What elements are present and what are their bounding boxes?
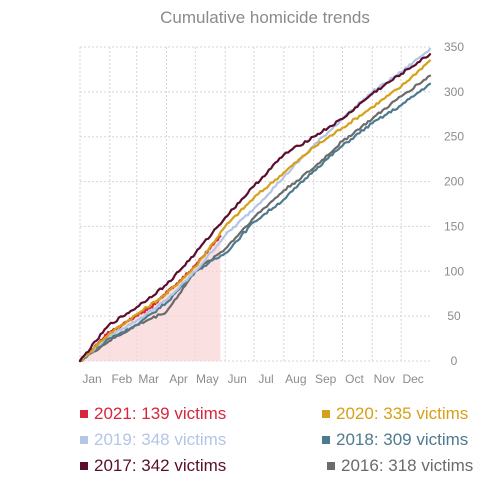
x-tick-label-jan: Jan — [82, 372, 101, 386]
x-tick-label-jul: Jul — [258, 372, 273, 386]
series-line-2019 — [78, 47, 432, 363]
y-tick-label-100: 100 — [444, 264, 464, 278]
legend-label-2019: 2019: 348 victims — [94, 430, 227, 449]
x-tick-label-dec: Dec — [402, 372, 423, 386]
x-tick-label-oct: Oct — [345, 372, 364, 386]
x-tick-label-sep: Sep — [315, 372, 337, 386]
y-tick-label-200: 200 — [444, 175, 464, 189]
y-axis-ticks: 0 50 100 150 200 250 300 350 — [444, 40, 464, 368]
legend-item-2020[interactable]: 2020: 335 victims — [322, 404, 468, 424]
x-tick-label-mar: Mar — [138, 372, 159, 386]
y-tick-label-250: 250 — [444, 130, 464, 144]
legend-item-2019[interactable]: 2019: 348 victims — [80, 430, 226, 450]
x-axis-ticks: Jan Feb Mar Apr May Jun Jul Aug Sep Oct Nov Dec — [82, 372, 424, 386]
y-tick-label-150: 150 — [444, 219, 464, 233]
legend-swatch-2019 — [80, 436, 88, 444]
x-tick-label-nov: Nov — [374, 372, 395, 386]
y-tick-label-350: 350 — [444, 40, 464, 54]
legend-label-2016: 2016: 318 victims — [341, 456, 474, 475]
series-line-2020 — [78, 59, 432, 363]
x-tick-label-aug: Aug — [285, 372, 306, 386]
legend-item-2016[interactable]: 2016: 318 victims — [327, 456, 473, 476]
x-tick-label-feb: Feb — [111, 372, 132, 386]
legend-label-2017: 2017: 342 victims — [94, 456, 227, 475]
legend-item-2021[interactable]: 2021: 139 victims — [80, 404, 226, 424]
legend-item-2017[interactable]: 2017: 342 victims — [80, 456, 226, 476]
x-tick-label-may: May — [196, 372, 219, 386]
x-tick-label-apr: Apr — [169, 372, 188, 386]
legend-swatch-2021 — [80, 410, 88, 418]
x-tick-label-jun: Jun — [228, 372, 247, 386]
legend-label-2021: 2021: 139 victims — [94, 404, 227, 423]
series-line-2018 — [78, 82, 432, 363]
legend-swatch-2016 — [327, 462, 335, 470]
series-lines — [78, 47, 432, 363]
legend-swatch-2018 — [322, 436, 330, 444]
y-tick-label-300: 300 — [444, 85, 464, 99]
legend-swatch-2017 — [80, 462, 88, 470]
y-tick-label-0: 0 — [451, 354, 458, 368]
series-line-2017 — [78, 53, 432, 363]
grid-lines — [79, 46, 430, 362]
legend-label-2020: 2020: 335 victims — [336, 404, 469, 423]
legend-label-2018: 2018: 309 victims — [336, 430, 469, 449]
chart-title: Cumulative homicide trends — [160, 8, 370, 27]
legend-item-2018[interactable]: 2018: 309 victims — [322, 430, 468, 450]
legend-swatch-2020 — [322, 410, 330, 418]
y-tick-label-50: 50 — [447, 309, 461, 323]
